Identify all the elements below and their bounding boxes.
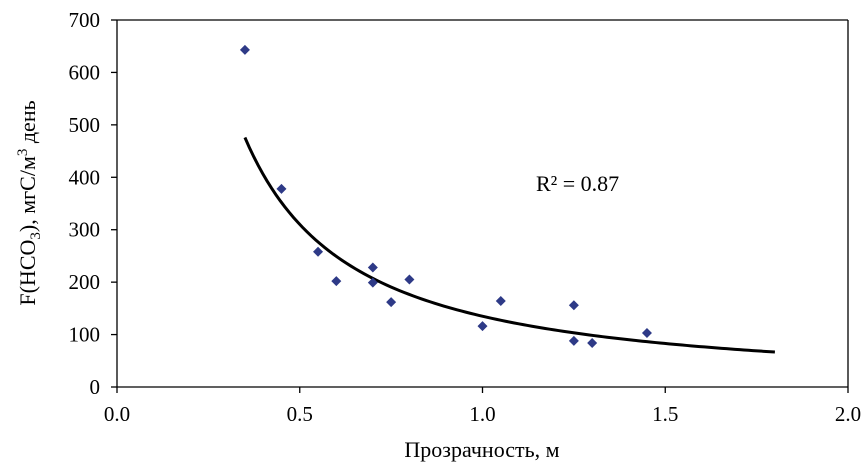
y-tick-label: 0 [90,375,101,399]
y-axis-title: F(HCO3), мгС/м3 день [15,100,44,305]
plot-area [116,19,849,388]
x-axis-title: Прозрачность, м [404,437,559,462]
data-points [239,44,652,348]
y-tick-label: 300 [69,218,101,242]
data-point [276,183,287,194]
data-point [331,276,342,287]
x-ticks: 0.0 0.5 1.0 1.5 2.0 [104,387,861,426]
y-tick-label: 100 [69,323,101,347]
y-axis-title-suffix: день [15,100,40,148]
trendline [243,136,775,354]
data-point [386,297,397,308]
data-point [367,277,378,288]
data-point [641,327,652,338]
data-point [477,321,488,332]
data-point [568,300,579,311]
y-tick-label: 700 [69,8,101,32]
y-axis-title-subscript: 3 [28,232,44,240]
y-ticks: 0 100 200 300 400 500 600 700 [69,8,117,399]
r-squared-annotation: R² = 0.87 [536,171,619,196]
data-point [495,296,506,307]
y-tick-label: 200 [69,270,101,294]
y-axis-title-prefix: F(HCO [15,240,40,306]
y-tick-label: 500 [69,113,101,137]
x-tick-label: 0.5 [287,402,313,426]
x-tick-label: 1.5 [652,402,678,426]
x-tick-label: 1.0 [469,402,495,426]
data-point [367,262,378,273]
data-point [239,44,250,55]
data-point [587,337,598,348]
x-tick-label: 2.0 [835,402,861,426]
y-axis-title-middle: ), мгС/м [15,156,40,232]
data-point [568,335,579,346]
data-point [404,274,415,285]
x-tick-label: 0.0 [104,402,130,426]
y-axis-title-superscript: 3 [15,149,31,157]
data-point [313,246,324,257]
y-tick-label: 600 [69,60,101,84]
y-tick-label: 400 [69,165,101,189]
